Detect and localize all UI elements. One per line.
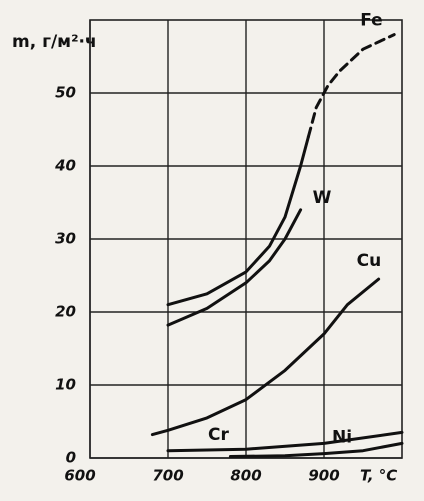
x-tick-label: 900 [308,467,339,485]
data-line [166,430,404,453]
data-line [150,277,381,437]
series-label: W [313,188,332,208]
y-tick-label: 40 [54,157,76,175]
data-line [166,135,310,307]
y-tick-label: 50 [55,84,76,102]
y-tick-label: 30 [55,230,76,248]
series-label: Cu [357,251,382,271]
series-label: Ni [332,428,352,448]
series-label: Fe [360,11,382,31]
y-axis-label: m, г/м²·ч [12,32,97,52]
x-tick-label: 600 [64,467,95,485]
x-axis-label: T, °C [360,467,397,485]
data-line-dashed [306,33,396,139]
x-tick-label: 700 [152,467,183,485]
series-label: Cr [208,425,229,445]
y-tick-label: 0 [66,449,76,467]
y-tick-label: 20 [55,303,76,321]
y-tick-label: 10 [55,376,76,394]
x-tick-label: 800 [230,467,261,485]
data-line [228,441,404,458]
data-line [166,208,303,327]
